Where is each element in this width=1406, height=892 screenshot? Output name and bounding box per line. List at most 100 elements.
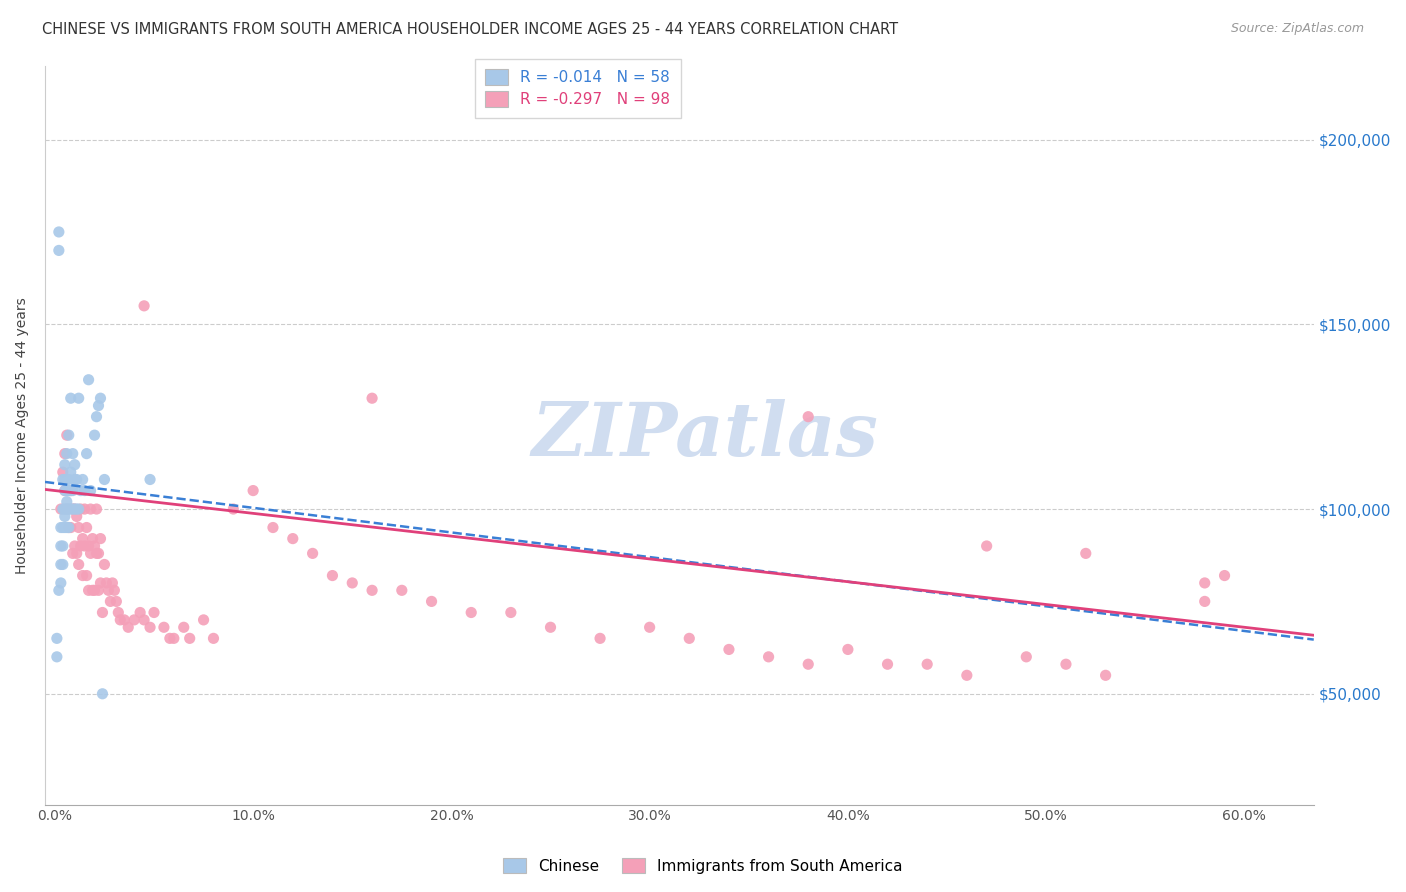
Point [193,613,215,627]
Point [361,583,384,598]
Point [53,458,76,472]
Point [52,502,75,516]
Point [59,483,82,498]
Point [86,546,108,560]
Point [361,391,384,405]
Point [59,520,82,534]
Point [55,473,77,487]
Point [420,594,443,608]
Point [638,620,661,634]
Point [342,576,364,591]
Point [87,583,110,598]
Point [139,473,162,487]
Point [52,539,75,553]
Point [55,483,77,498]
Point [1074,546,1097,560]
Point [89,532,111,546]
Point [73,539,96,553]
Point [1015,649,1038,664]
Point [45,632,67,646]
Point [101,576,124,591]
Point [59,465,82,479]
Text: ZIPatlas: ZIPatlas [531,399,879,471]
Point [62,546,84,560]
Point [53,447,76,461]
Point [139,620,162,634]
Point [69,483,91,498]
Point [76,568,98,582]
Point [63,502,86,516]
Point [67,502,90,516]
Point [52,473,75,487]
Point [73,483,96,498]
Point [956,668,979,682]
Point [48,225,70,239]
Point [915,657,938,672]
Point [77,583,100,598]
Point [52,465,75,479]
Point [58,483,80,498]
Point [876,657,898,672]
Point [122,613,145,627]
Point [63,473,86,487]
Point [53,502,76,516]
Point [66,473,89,487]
Point [93,558,115,572]
Point [55,447,77,461]
Legend: Chinese, Immigrants from South America: Chinese, Immigrants from South America [496,852,910,880]
Point [59,391,82,405]
Point [63,502,86,516]
Point [72,568,94,582]
Point [87,546,110,560]
Point [83,539,105,553]
Point [107,606,129,620]
Point [53,509,76,524]
Point [79,546,101,560]
Point [79,502,101,516]
Point [77,539,100,553]
Point [49,502,72,516]
Point [153,620,176,634]
Point [103,583,125,598]
Point [69,539,91,553]
Point [83,428,105,442]
Point [179,632,201,646]
Text: Source: ZipAtlas.com: Source: ZipAtlas.com [1230,22,1364,36]
Point [62,502,84,516]
Point [77,373,100,387]
Point [132,299,155,313]
Point [93,473,115,487]
Point [499,606,522,620]
Point [55,520,77,534]
Point [66,546,89,560]
Point [76,447,98,461]
Point [97,583,120,598]
Point [72,532,94,546]
Point [69,502,91,516]
Point [91,606,114,620]
Point [281,532,304,546]
Point [391,583,413,598]
Point [66,509,89,524]
Point [58,428,80,442]
Point [321,568,343,582]
Point [67,391,90,405]
Point [58,520,80,534]
Point [59,502,82,516]
Point [1094,668,1116,682]
Point [83,583,105,598]
Point [52,520,75,534]
Point [96,576,118,591]
Point [55,502,77,516]
Point [262,520,284,534]
Point [159,632,181,646]
Point [1213,568,1236,582]
Point [129,606,152,620]
Point [55,502,77,516]
Point [86,502,108,516]
Text: CHINESE VS IMMIGRANTS FROM SOUTH AMERICA HOUSEHOLDER INCOME AGES 25 - 44 YEARS C: CHINESE VS IMMIGRANTS FROM SOUTH AMERICA… [42,22,898,37]
Point [678,632,700,646]
Point [53,483,76,498]
Point [73,502,96,516]
Point [79,483,101,498]
